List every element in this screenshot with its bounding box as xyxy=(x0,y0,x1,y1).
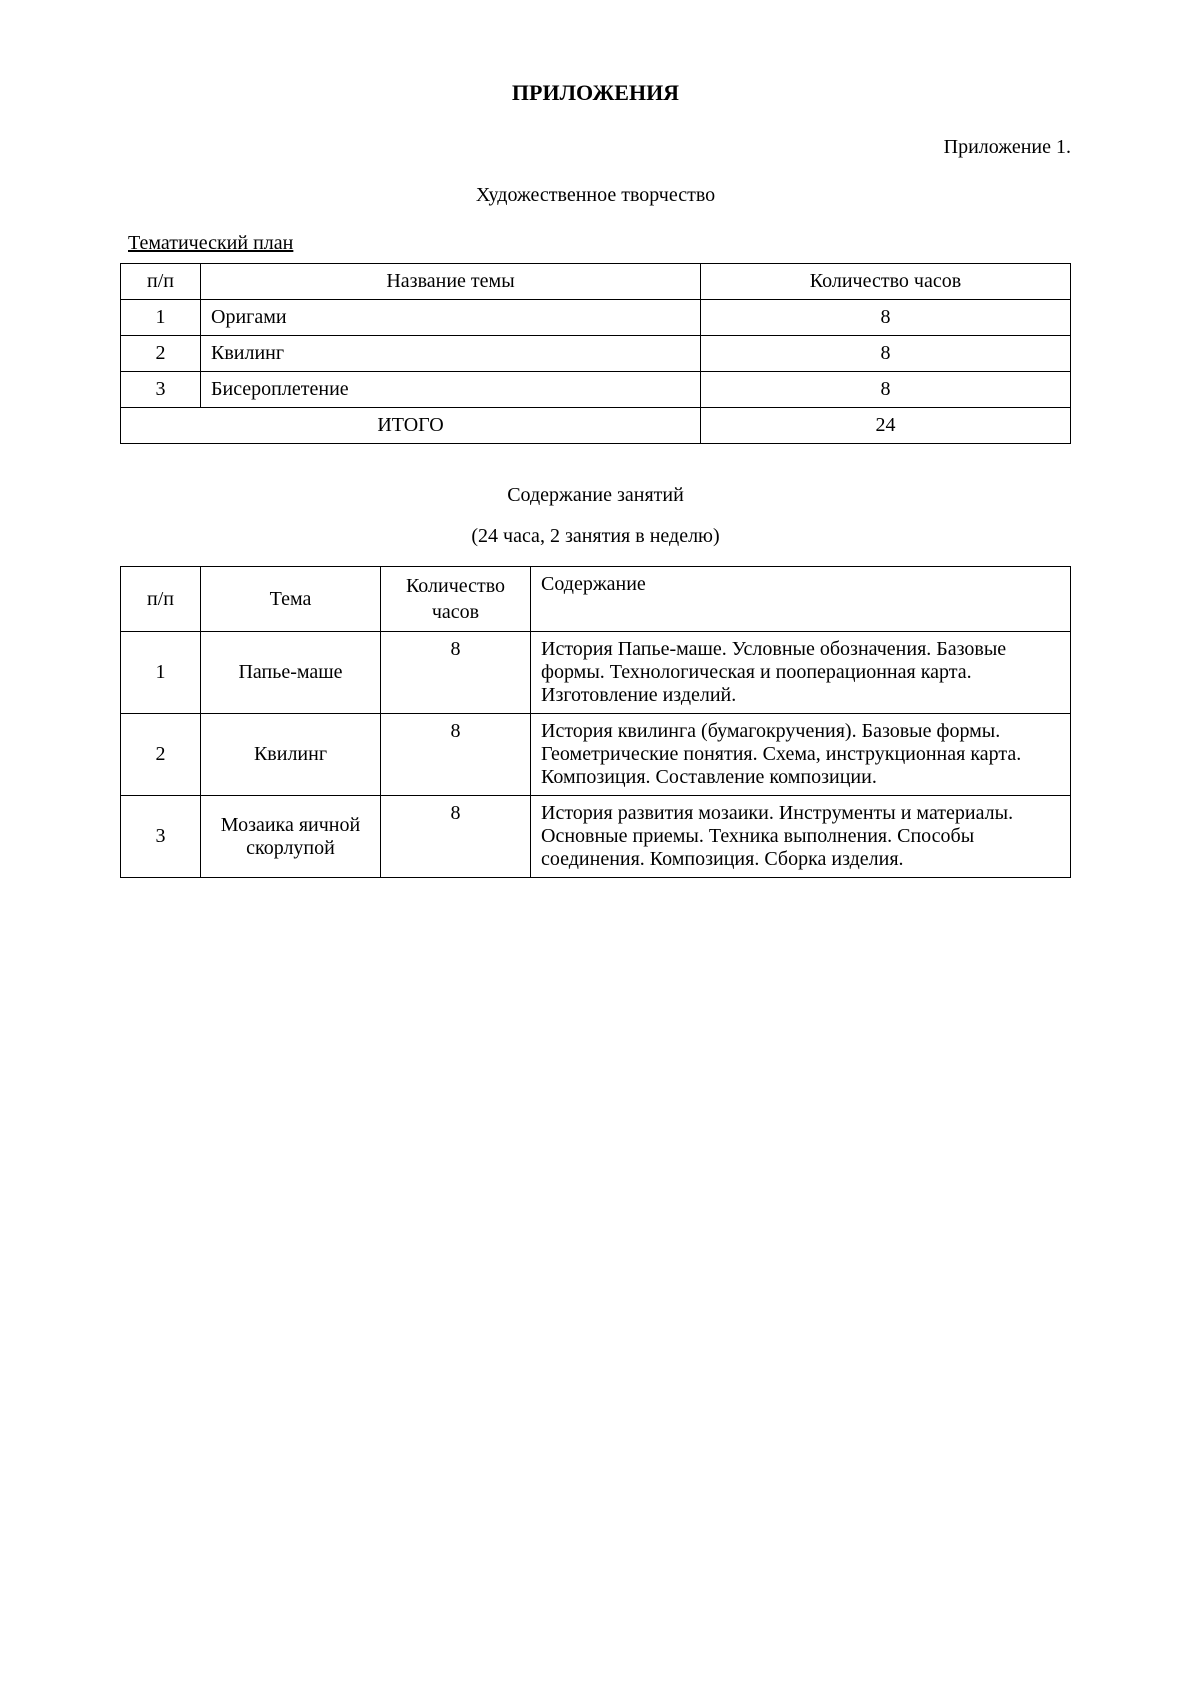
cell-hours: 8 xyxy=(701,300,1071,336)
cell-hours: 8 xyxy=(381,796,531,878)
content-subtitle: (24 часа, 2 занятия в неделю) xyxy=(120,525,1071,548)
total-label: ИТОГО xyxy=(121,408,701,444)
header-topic: Тема xyxy=(201,567,381,632)
table-row: 2 Квилинг 8 История квилинга (бумагокруч… xyxy=(121,714,1071,796)
content-title: Содержание занятий xyxy=(120,484,1071,507)
cell-topic: Мозаика яичной скорлупой xyxy=(201,796,381,878)
header-hours: Количество часов xyxy=(701,264,1071,300)
table-header-row: п/п Название темы Количество часов xyxy=(121,264,1071,300)
cell-topic: Папье-маше xyxy=(201,632,381,714)
header-content: Содержание xyxy=(531,567,1071,632)
table-row: 3 Мозаика яичной скорлупой 8 История раз… xyxy=(121,796,1071,878)
cell-content: История развития мозаики. Инструменты и … xyxy=(531,796,1071,878)
main-title: ПРИЛОЖЕНИЯ xyxy=(120,80,1071,106)
cell-topic: Квилинг xyxy=(201,714,381,796)
thematic-plan-table: п/п Название темы Количество часов 1 Ори… xyxy=(120,263,1071,444)
header-num: п/п xyxy=(121,567,201,632)
header-name: Название темы xyxy=(201,264,701,300)
cell-num: 2 xyxy=(121,336,201,372)
cell-content: История квилинга (бумагокручения). Базов… xyxy=(531,714,1071,796)
cell-hours: 8 xyxy=(381,632,531,714)
appendix-label: Приложение 1. xyxy=(120,136,1071,159)
table-row: 2 Квилинг 8 xyxy=(121,336,1071,372)
cell-hours: 8 xyxy=(381,714,531,796)
section-title: Художественное творчество xyxy=(120,184,1071,207)
table-row: 3 Бисероплетение 8 xyxy=(121,372,1071,408)
table-total-row: ИТОГО 24 xyxy=(121,408,1071,444)
content-table: п/п Тема Количество часов Содержание 1 П… xyxy=(120,566,1071,878)
plan-title: Тематический план xyxy=(128,232,1071,255)
cell-hours: 8 xyxy=(701,336,1071,372)
cell-num: 3 xyxy=(121,796,201,878)
header-hours: Количество часов xyxy=(381,567,531,632)
table-header-row: п/п Тема Количество часов Содержание xyxy=(121,567,1071,632)
total-hours: 24 xyxy=(701,408,1071,444)
table-row: 1 Папье-маше 8 История Папье-маше. Услов… xyxy=(121,632,1071,714)
cell-num: 2 xyxy=(121,714,201,796)
cell-name: Бисероплетение xyxy=(201,372,701,408)
table-row: 1 Оригами 8 xyxy=(121,300,1071,336)
cell-name: Квилинг xyxy=(201,336,701,372)
cell-hours: 8 xyxy=(701,372,1071,408)
cell-name: Оригами xyxy=(201,300,701,336)
cell-num: 1 xyxy=(121,632,201,714)
header-num: п/п xyxy=(121,264,201,300)
cell-num: 3 xyxy=(121,372,201,408)
cell-content: История Папье-маше. Условные обозначения… xyxy=(531,632,1071,714)
cell-num: 1 xyxy=(121,300,201,336)
